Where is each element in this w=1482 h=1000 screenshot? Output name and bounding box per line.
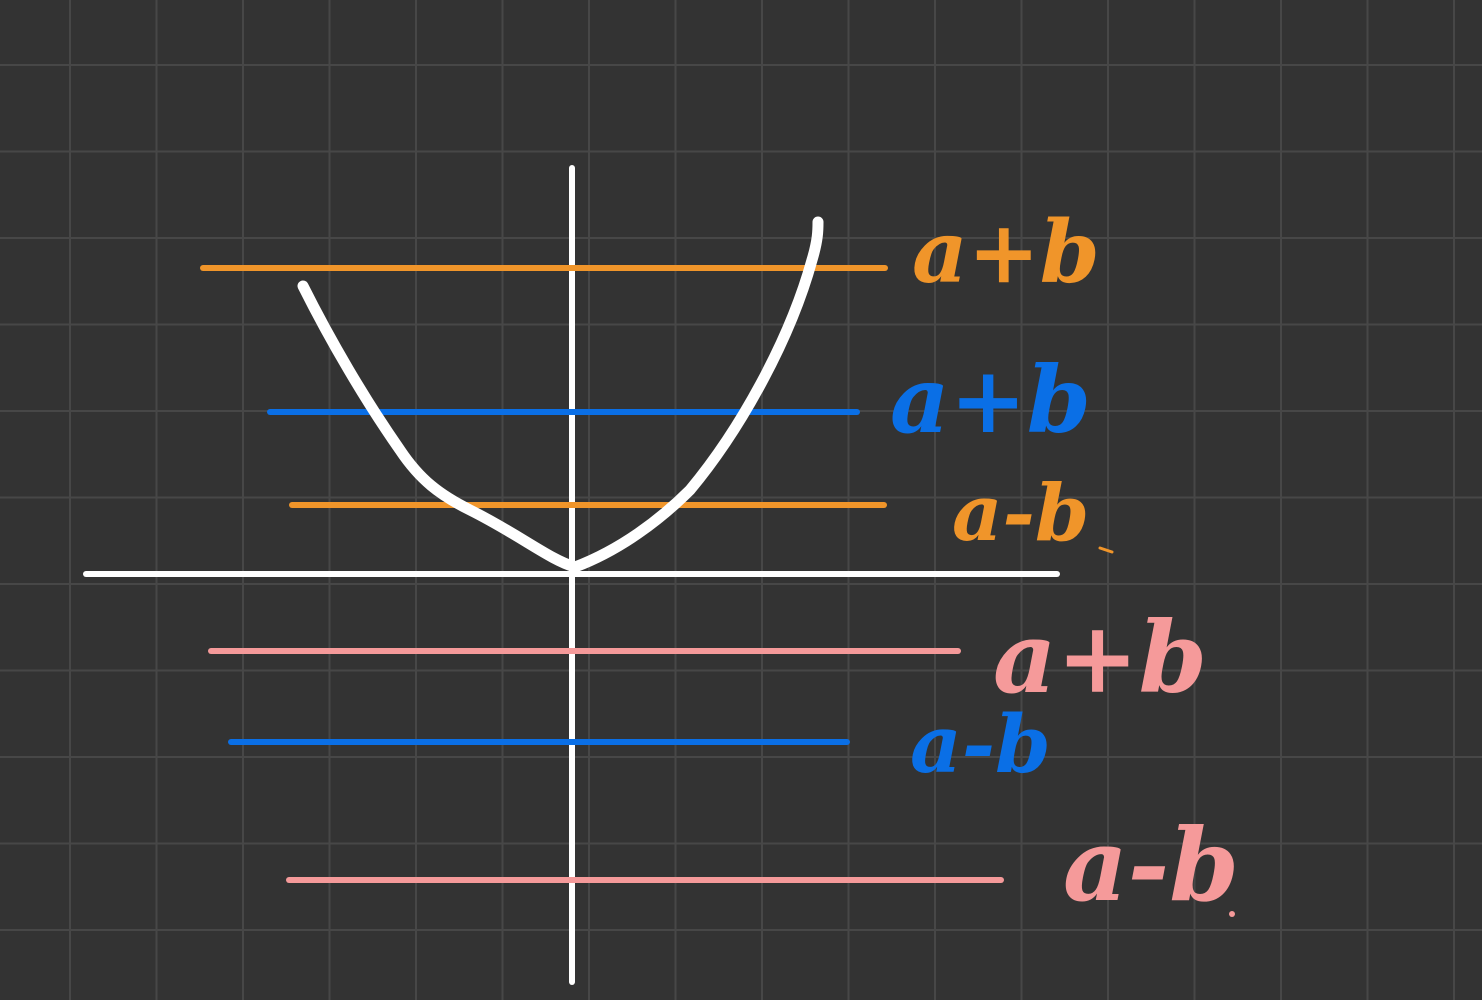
label-pink-bottom: a-b (1063, 806, 1239, 924)
orange-pen-dot (1098, 546, 1114, 554)
label-blue-bottom: a-b (910, 697, 1051, 791)
label-pink-top: a+b (993, 601, 1207, 716)
parabola-curve (297, 216, 824, 573)
pink-pen-dot (1229, 911, 1235, 917)
label-blue-top: a+b (890, 346, 1091, 454)
label-orange-top: a+b (912, 202, 1100, 303)
label-orange-bottom: a-b (952, 468, 1089, 559)
